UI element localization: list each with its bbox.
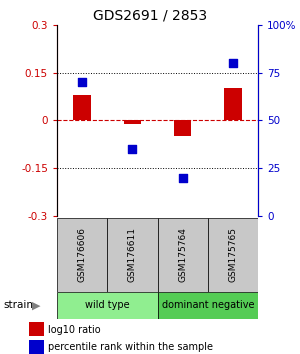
Bar — [124, 120, 141, 124]
Bar — [107, 218, 158, 292]
Text: log10 ratio: log10 ratio — [48, 325, 100, 335]
Text: GSM175764: GSM175764 — [178, 227, 187, 282]
Bar — [57, 218, 107, 292]
Text: ▶: ▶ — [32, 300, 40, 310]
Bar — [29, 322, 44, 336]
Bar — [224, 88, 242, 120]
Point — [130, 146, 135, 152]
Text: GSM176606: GSM176606 — [78, 227, 87, 282]
Bar — [29, 340, 44, 354]
Point — [80, 79, 85, 85]
Bar — [57, 292, 158, 319]
Text: GSM176611: GSM176611 — [128, 227, 137, 282]
Bar — [208, 218, 258, 292]
Point — [230, 60, 235, 66]
Text: strain: strain — [3, 300, 33, 310]
Point — [180, 175, 185, 181]
Text: GSM175765: GSM175765 — [228, 227, 237, 282]
Text: GDS2691 / 2853: GDS2691 / 2853 — [93, 9, 207, 23]
Text: percentile rank within the sample: percentile rank within the sample — [48, 342, 213, 352]
Bar — [158, 292, 258, 319]
Text: wild type: wild type — [85, 300, 130, 310]
Bar — [73, 95, 91, 120]
Text: dominant negative: dominant negative — [161, 300, 254, 310]
Bar — [174, 120, 191, 136]
Bar — [158, 218, 208, 292]
